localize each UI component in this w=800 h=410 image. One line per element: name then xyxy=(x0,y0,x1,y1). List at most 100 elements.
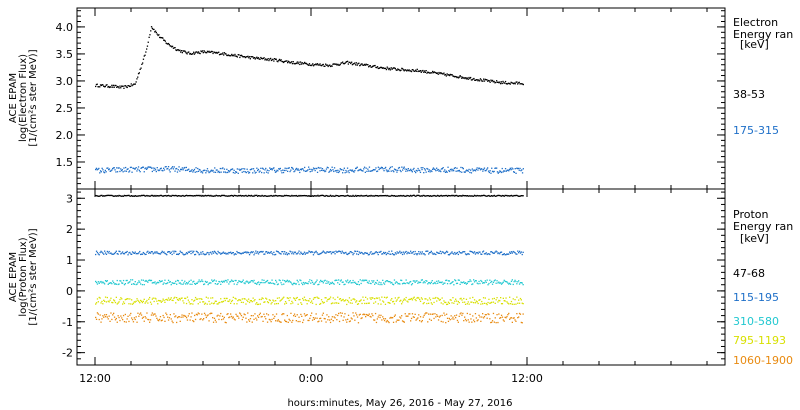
data-point xyxy=(479,251,481,253)
data-point xyxy=(360,63,362,65)
data-point xyxy=(283,296,285,298)
data-point xyxy=(414,250,416,253)
data-point xyxy=(272,314,274,316)
data-point xyxy=(240,315,243,317)
data-point xyxy=(455,170,457,172)
data-point xyxy=(419,253,421,255)
data-point xyxy=(229,55,231,57)
data-point xyxy=(163,39,166,41)
data-point xyxy=(375,167,377,169)
data-point xyxy=(302,283,304,286)
data-point xyxy=(312,317,315,319)
data-point xyxy=(247,312,249,314)
data-point xyxy=(284,253,287,255)
data-point xyxy=(242,56,244,58)
data-point xyxy=(207,297,209,299)
data-point xyxy=(265,58,267,60)
data-point xyxy=(358,169,360,171)
data-point xyxy=(450,299,452,301)
data-point xyxy=(179,282,181,284)
data-point xyxy=(498,194,500,197)
data-point xyxy=(412,280,414,282)
data-point xyxy=(463,195,465,197)
data-point xyxy=(256,302,258,304)
data-point xyxy=(415,280,417,282)
data-point xyxy=(464,171,466,173)
data-point xyxy=(335,314,337,316)
data-point xyxy=(317,297,319,299)
data-point xyxy=(230,302,232,304)
data-point xyxy=(401,253,404,256)
data-point xyxy=(409,313,411,315)
data-point xyxy=(236,283,238,286)
data-point xyxy=(478,280,480,283)
data-point xyxy=(119,170,121,173)
data-point xyxy=(281,298,283,300)
data-point xyxy=(415,69,417,71)
data-point xyxy=(331,316,333,318)
data-point xyxy=(105,171,107,173)
data-point xyxy=(415,70,418,72)
data-point xyxy=(450,195,452,197)
data-point xyxy=(337,314,339,317)
data-point xyxy=(467,195,469,197)
data-point xyxy=(394,169,396,171)
data-point xyxy=(129,298,131,300)
data-point xyxy=(118,194,120,197)
data-point xyxy=(437,252,439,254)
data-point xyxy=(369,65,371,67)
data-point xyxy=(185,252,188,254)
data-point xyxy=(374,301,377,303)
data-point xyxy=(365,167,367,169)
data-point xyxy=(407,315,409,317)
data-point xyxy=(354,169,356,172)
data-point xyxy=(131,251,134,253)
data-point xyxy=(205,253,207,255)
data-point xyxy=(366,314,369,316)
data-point xyxy=(440,320,442,323)
data-point xyxy=(162,170,164,172)
data-point xyxy=(207,252,209,254)
data-point xyxy=(275,279,277,282)
data-point xyxy=(302,195,304,197)
data-point xyxy=(158,195,160,197)
data-point xyxy=(138,195,140,197)
data-point xyxy=(149,195,152,197)
data-point xyxy=(237,315,239,317)
data-point xyxy=(165,166,167,168)
data-point xyxy=(434,253,436,255)
data-point xyxy=(329,251,331,253)
data-point xyxy=(205,281,207,283)
data-point xyxy=(194,253,197,256)
data-point xyxy=(411,171,413,173)
data-point xyxy=(104,283,106,285)
data-point xyxy=(106,250,108,253)
data-point xyxy=(505,83,507,85)
data-point xyxy=(444,171,447,173)
data-point xyxy=(354,319,356,321)
data-point xyxy=(346,171,348,173)
data-point xyxy=(446,283,449,285)
data-point xyxy=(292,61,294,63)
data-point xyxy=(293,313,296,315)
data-point xyxy=(384,67,386,69)
data-point xyxy=(357,322,360,324)
data-point xyxy=(444,169,446,171)
data-point xyxy=(264,316,266,318)
data-point xyxy=(149,252,152,254)
data-point xyxy=(211,50,213,53)
data-point xyxy=(515,303,517,305)
data-point xyxy=(461,299,463,301)
data-point xyxy=(457,300,459,303)
data-point xyxy=(359,169,361,171)
data-point xyxy=(271,318,273,321)
data-point xyxy=(329,195,331,197)
data-point xyxy=(154,169,157,171)
data-point xyxy=(371,297,373,299)
data-point xyxy=(307,64,309,66)
data-point xyxy=(495,81,497,84)
data-point xyxy=(492,301,495,303)
data-point xyxy=(188,301,190,303)
data-point xyxy=(184,280,186,282)
data-point xyxy=(279,252,281,255)
